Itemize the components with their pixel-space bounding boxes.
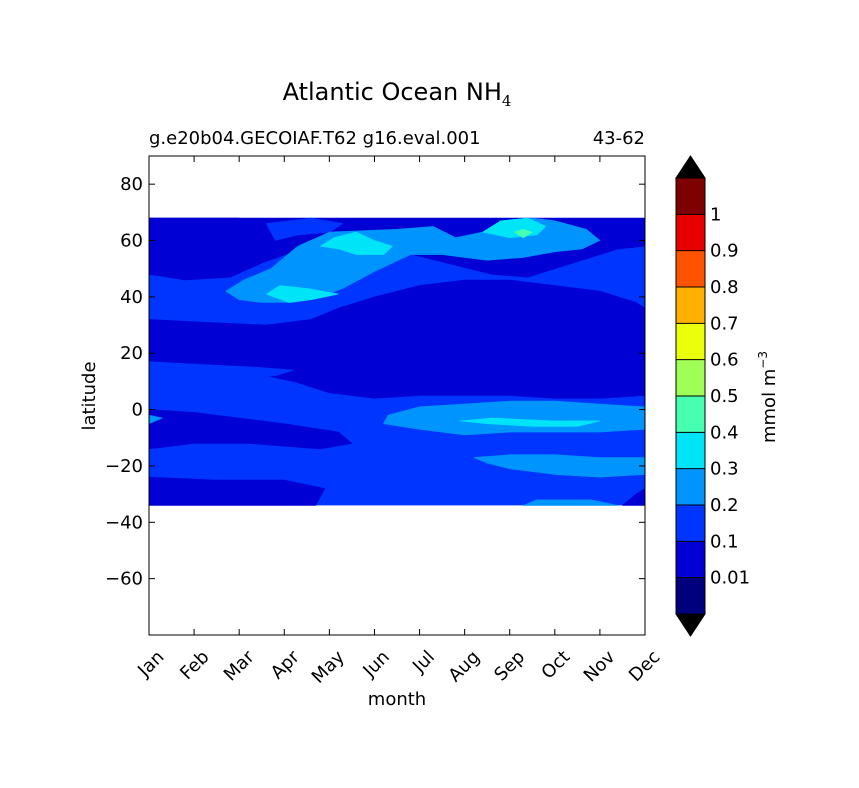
y-tick-label: 60 <box>120 231 143 252</box>
colorbar-label-exponent: −3 <box>756 351 770 369</box>
colorbar-tick-label: 0.8 <box>710 277 739 298</box>
colorbar-segment <box>676 214 705 251</box>
colorbar-segment <box>676 505 705 542</box>
colorbar-tick-label: 0.5 <box>710 386 739 407</box>
colorbar-segment <box>676 577 705 614</box>
subtitle-left: g.e20b04.GECOIAF.T62 g16.eval.001 <box>149 128 481 149</box>
x-axis-label: month <box>368 689 426 710</box>
colorbar-segment <box>676 359 705 396</box>
x-tick-label-dec: Dec <box>625 647 664 686</box>
colorbar-segment <box>676 468 705 505</box>
colorbar-segment <box>676 541 705 578</box>
colorbar-segment <box>676 323 705 360</box>
colorbar-tick-label: 0.01 <box>710 568 750 589</box>
x-tick-label-feb: Feb <box>176 647 213 684</box>
y-tick-label: −20 <box>105 456 143 477</box>
contour-region-tropic-0.2 <box>383 400 645 436</box>
colorbar-tick-label: 0.3 <box>710 459 739 480</box>
x-tick-label-may: May <box>308 646 349 687</box>
contour-region-west-notch-0.2 <box>149 414 163 425</box>
y-tick-label: 20 <box>120 343 143 364</box>
colorbar-segment <box>676 432 705 469</box>
x-tick-label-jan: Jan <box>133 647 168 682</box>
colorbar-tick-label: 0.9 <box>710 241 739 262</box>
y-tick-label: 0 <box>132 400 143 421</box>
colorbar-extend-min <box>675 613 706 637</box>
colorbar-tick-label: 1 <box>710 204 721 225</box>
colorbar-tick-label: 0.7 <box>710 313 739 334</box>
colorbar-segment <box>676 287 705 324</box>
contour-region-tropic-0.3 <box>459 417 601 427</box>
colorbar-tick-label: 0.2 <box>710 495 739 516</box>
contour-region-sep-0.4 <box>513 229 533 238</box>
contour-region-tropic-0.01 <box>149 409 353 450</box>
contour-region-south-0.2 <box>473 454 645 478</box>
y-tick-label: −60 <box>105 569 143 590</box>
contour-region-sw-0.01 <box>622 488 645 506</box>
colorbar-tick-label: 0.4 <box>710 422 739 443</box>
x-tick-label-jul: Jul <box>408 647 439 678</box>
y-axis: 80 60 40 20 0 −20 −40 −60 <box>105 174 645 590</box>
chart-title: Atlantic Ocean NH4 <box>283 78 512 110</box>
contour-region-north-0.3-a <box>319 231 393 255</box>
contour-region-sw-0.2 <box>522 499 619 506</box>
x-tick-label-mar: Mar <box>220 646 259 685</box>
plot-frame <box>148 155 646 636</box>
title-subscript: 4 <box>502 92 512 110</box>
colorbar-segment <box>676 178 705 215</box>
contour-region-north-0.3-b <box>265 285 339 303</box>
y-tick-label: −40 <box>105 512 143 533</box>
colorbar-segment <box>676 396 705 433</box>
y-axis-label: latitude <box>79 361 100 430</box>
subtitle-right: 43-62 <box>593 128 645 149</box>
colorbar-segment <box>676 250 705 287</box>
contour-region-mid-gap-0.1 <box>149 361 294 379</box>
x-tick-label-oct: Oct <box>537 647 574 684</box>
colorbar-tick-label: 0.6 <box>710 350 739 371</box>
x-tick-label-aug: Aug <box>444 647 484 687</box>
y-tick-label: 40 <box>120 287 143 308</box>
x-tick-label-sep: Sep <box>490 647 529 686</box>
contour-region-north-gap-0.1 <box>265 217 344 241</box>
colorbar-tick-label: 0.1 <box>710 531 739 552</box>
x-tick-label-nov: Nov <box>580 646 620 686</box>
colorbar-label: mmol m−3 <box>756 351 780 443</box>
contour-region-south-0.01 <box>149 476 326 506</box>
y-tick-label: 80 <box>120 174 143 195</box>
colorbar: 0.01 0.1 0.2 0.3 0.4 0.5 0.6 0.7 0.8 0.9 1 <box>675 155 750 637</box>
x-tick-label-jun: Jun <box>358 647 393 682</box>
x-tick-label-apr: Apr <box>267 646 304 683</box>
plot-area <box>149 217 645 506</box>
colorbar-extend-max <box>675 155 706 179</box>
